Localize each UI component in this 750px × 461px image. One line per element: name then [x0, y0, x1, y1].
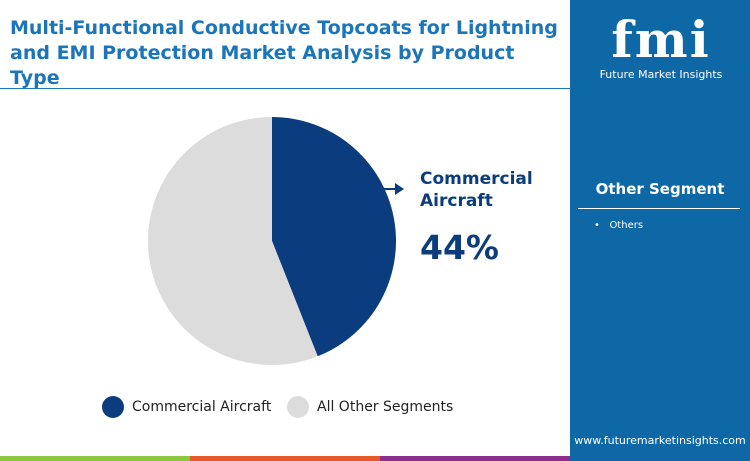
bottom-bar-green [0, 456, 190, 461]
pie-slice-all-other-segments [147, 117, 318, 365]
legend-item-all-other-segments: All Other Segments [287, 396, 453, 418]
callout-value: 44% [420, 228, 499, 267]
segment-divider [578, 208, 740, 209]
sidebar: fmi Future Market Insights Other Segment … [570, 0, 750, 456]
website-url[interactable]: www.futuremarketinsights.com [574, 434, 746, 447]
legend-swatch [287, 396, 309, 418]
callout-arrow [380, 183, 404, 195]
title-divider [0, 88, 570, 89]
fmi-logo: fmi Future Market Insights [599, 10, 723, 82]
segment-title: Other Segment [595, 180, 725, 198]
callout-label: Commercial Aircraft [420, 169, 533, 211]
bottom-bar-blue [570, 456, 750, 461]
bottom-bar-orange [190, 456, 380, 461]
chart-title: Multi-Functional Conductive Topcoats for… [10, 17, 558, 89]
legend-label: Commercial Aircraft [132, 399, 272, 415]
segment-item: • Others [594, 220, 644, 231]
pie-chart [147, 117, 404, 365]
legend-swatch [102, 396, 124, 418]
legend-item-commercial-aircraft: Commercial Aircraft [102, 396, 271, 418]
bottom-bar-purple [380, 456, 570, 461]
pie-slice-commercial-aircraft [272, 117, 396, 357]
legend-label: All Other Segments [317, 399, 454, 415]
